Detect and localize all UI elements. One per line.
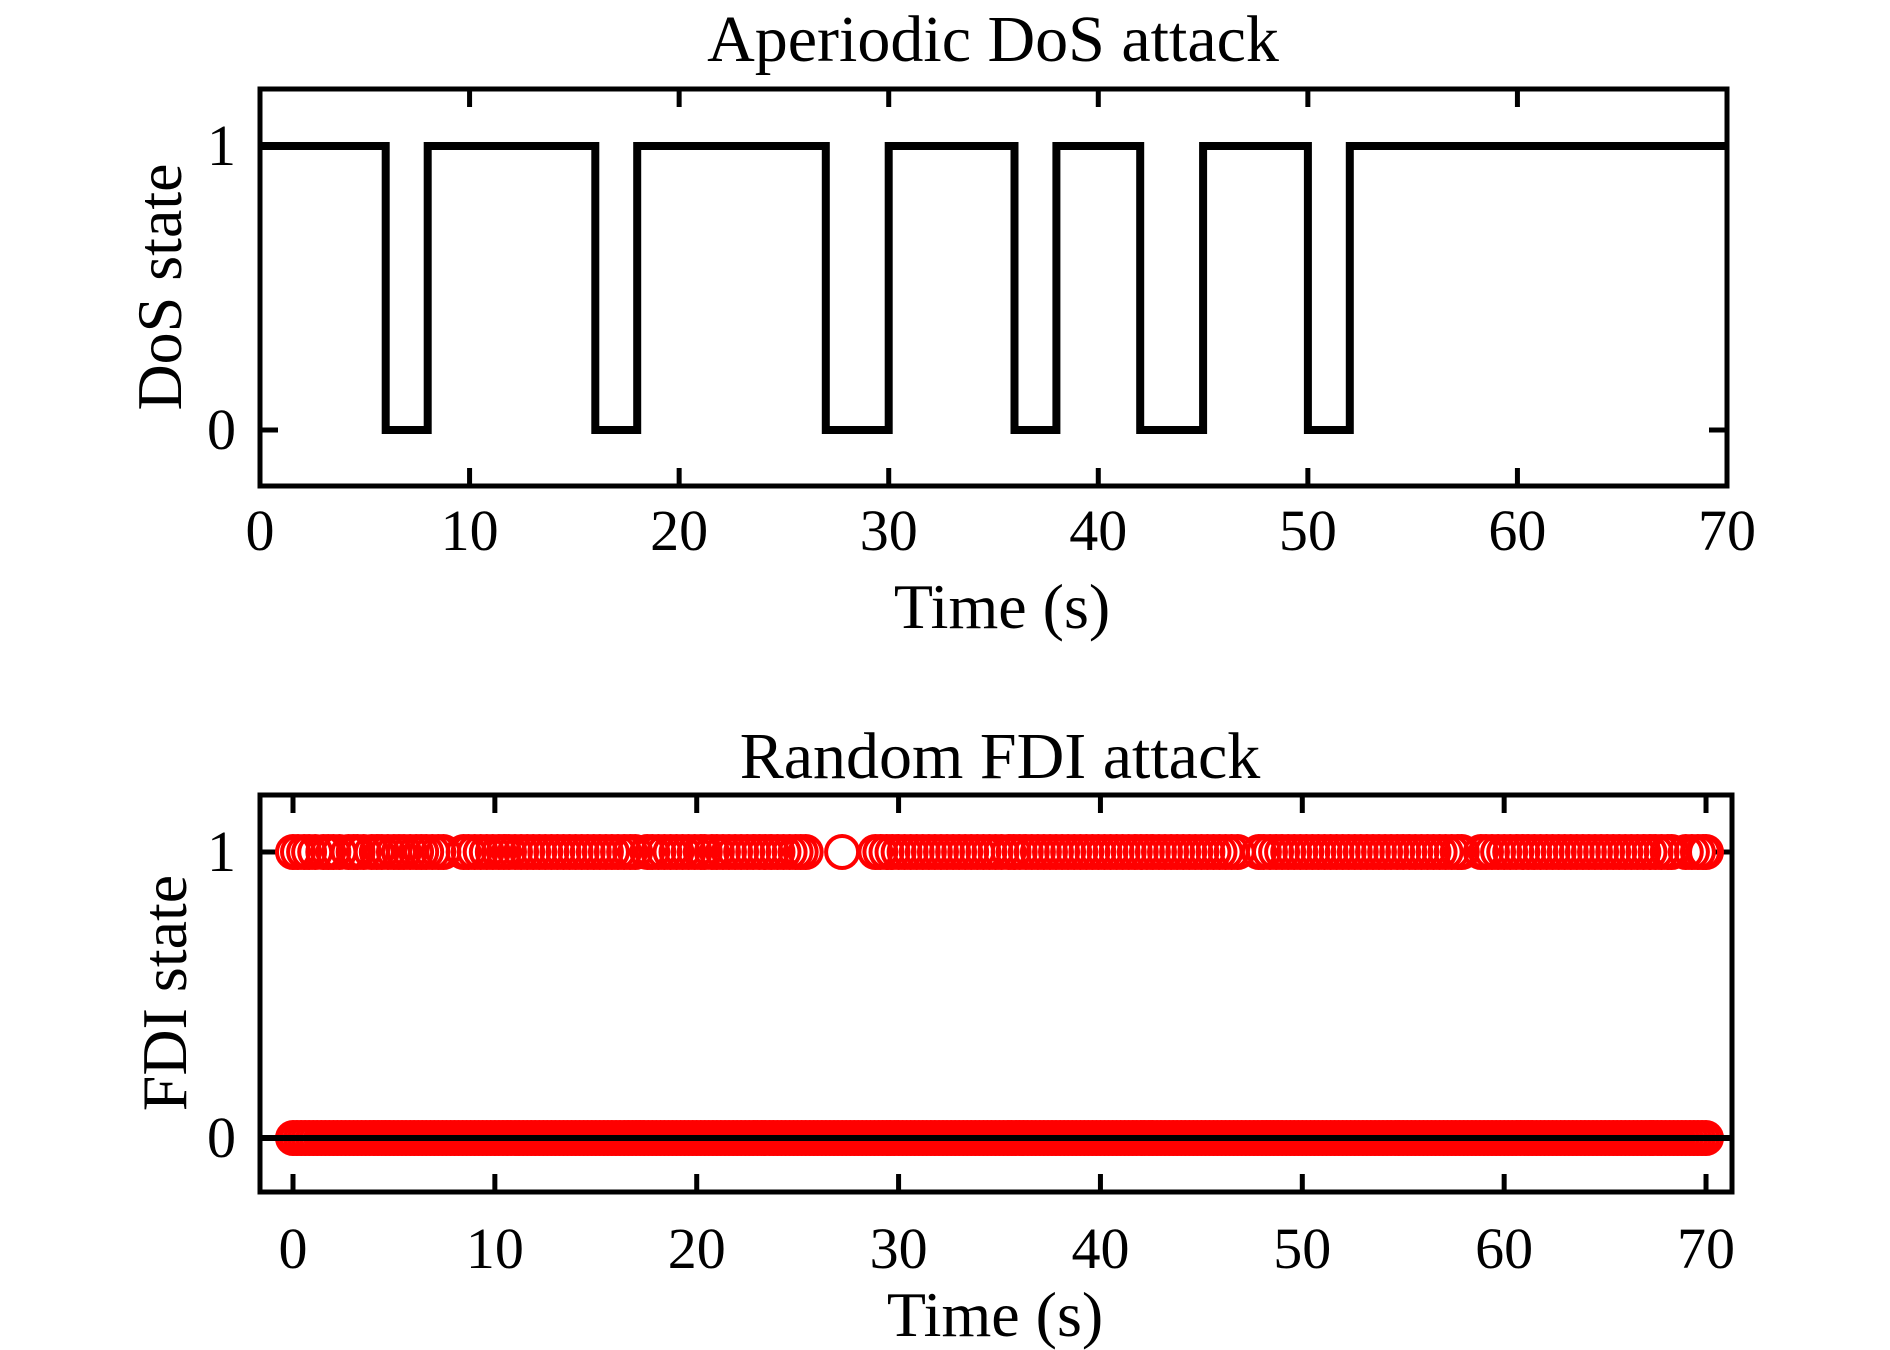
dos-axes — [257, 86, 1730, 489]
fdi-x-tick-label: 30 — [869, 1216, 928, 1281]
dos-x-tick-label: 50 — [1278, 498, 1337, 563]
fdi-x-tick-label: 10 — [465, 1216, 524, 1281]
dos-x-tick-label: 10 — [440, 498, 499, 563]
fdi-y-tick-label-0: 0 — [207, 1105, 236, 1170]
dos-y-tick-label-1: 1 — [207, 113, 236, 178]
dos-plot-title: Aperiodic DoS attack — [707, 3, 1279, 76]
dos-x-tick-label: 40 — [1069, 498, 1128, 563]
dos-x-tick-label: 0 — [245, 498, 275, 563]
fdi-x-tick-label: 70 — [1677, 1216, 1736, 1281]
fdi-ones-markers — [275, 834, 1724, 870]
dos-x-tick-label: 20 — [650, 498, 709, 563]
fdi-x-tick-label: 60 — [1475, 1216, 1534, 1281]
dos-y-tick-label-0: 0 — [207, 397, 236, 462]
fdi-plot-title: Random FDI attack — [739, 720, 1261, 793]
dos-x-axis-label: Time (s) — [893, 571, 1111, 642]
dos-x-tick-label: 70 — [1698, 498, 1756, 563]
fdi-x-tick-label: 40 — [1071, 1216, 1130, 1281]
fdi-x-axis-label: Time (s) — [886, 1279, 1104, 1350]
dos-x-tick-label: 30 — [859, 498, 918, 563]
fdi-y-tick-label-1: 1 — [207, 819, 236, 884]
dos-x-tick-label: 60 — [1488, 498, 1547, 563]
dos-signal-line — [260, 142, 1727, 434]
fdi-x-tick-label: 20 — [667, 1216, 726, 1281]
dos-y-axis-label: DoS state — [124, 163, 195, 411]
fdi-y-axis-label: FDI state — [129, 874, 200, 1112]
fdi-x-tick-label: 50 — [1273, 1216, 1332, 1281]
fdi-x-tick-label: 0 — [278, 1216, 308, 1281]
